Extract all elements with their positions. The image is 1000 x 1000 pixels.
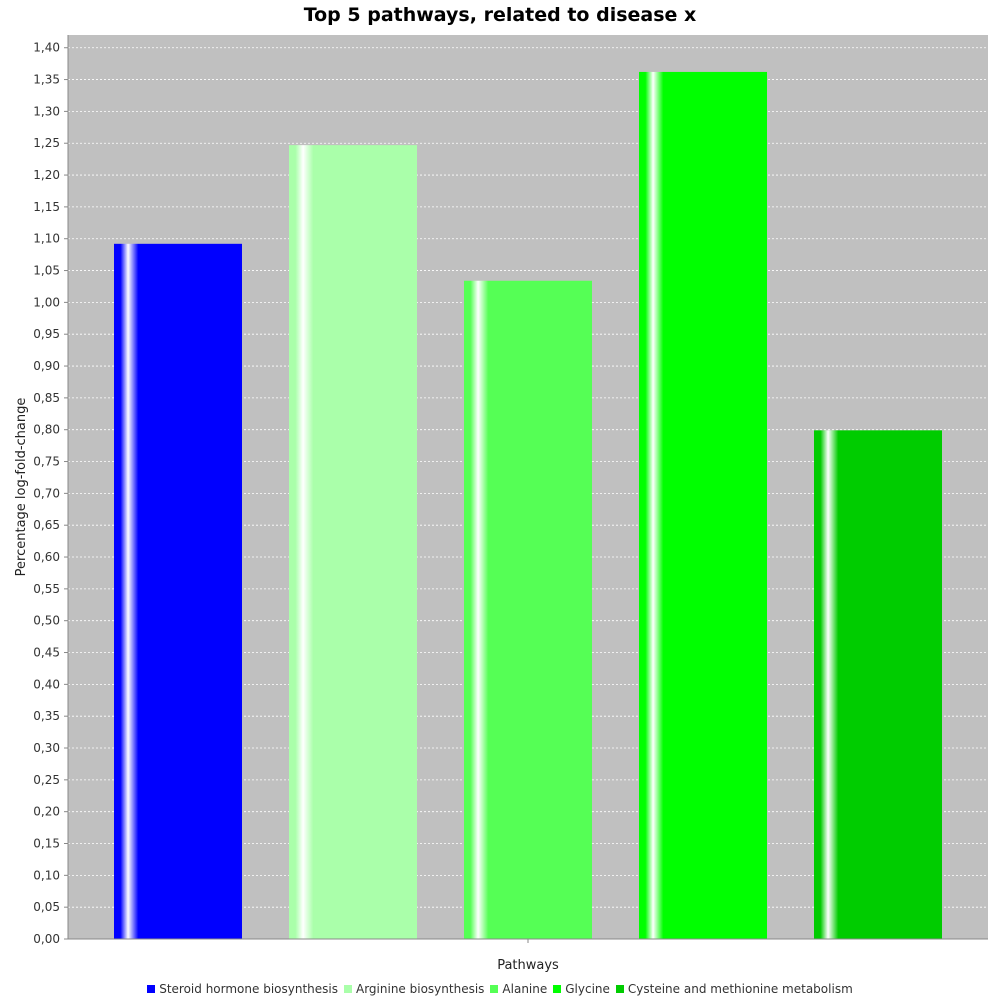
y-tick-label: 0,80: [33, 423, 60, 437]
y-axis: 0,00 0,05 0,10 0,15 0,20 0,25 0,30 0,35 0,40 0,45…: [33, 35, 69, 946]
y-tick-label: 0,10: [33, 868, 60, 882]
legend-label: Steroid hormone biosynthesis: [159, 982, 338, 996]
y-tick-label: 1,25: [33, 136, 60, 150]
y-tick-label: 1,10: [33, 232, 60, 246]
y-tick-label: 0,40: [33, 677, 60, 691]
y-tick-label: 0,35: [33, 709, 60, 723]
y-tick-label: 0,20: [33, 805, 60, 819]
y-tick-label: 1,00: [33, 295, 60, 309]
y-tick-label: 0,15: [33, 837, 60, 851]
legend-item: Cysteine and methionine metabolism: [615, 982, 853, 996]
legend-item: Alanine: [490, 982, 547, 996]
y-tick-label: 1,20: [33, 168, 60, 182]
y-tick-label: 0,50: [33, 614, 60, 628]
bar: [814, 430, 942, 939]
y-tick-label: 0,00: [33, 932, 60, 946]
legend-item: Arginine biosynthesis: [344, 982, 484, 996]
legend-item: Glycine: [553, 982, 610, 996]
legend-swatch: [147, 985, 156, 993]
y-tick-label: 1,05: [33, 264, 60, 278]
bar: [639, 71, 767, 939]
y-tick-label: 0,75: [33, 455, 60, 469]
legend-swatch: [615, 985, 624, 993]
y-tick-label: 0,90: [33, 359, 60, 373]
bar: [464, 280, 592, 939]
legend-item: Steroid hormone biosynthesis: [147, 982, 338, 996]
x-axis-title: Pathways: [497, 958, 559, 973]
y-tick-label: 1,30: [33, 104, 60, 118]
legend-label: Cysteine and methionine metabolism: [627, 982, 853, 996]
y-tick-label: 0,05: [33, 900, 60, 914]
y-axis-title: Percentage log-fold-change: [14, 398, 29, 577]
legend-swatch: [490, 985, 499, 993]
y-tick-label: 0,60: [33, 550, 60, 564]
legend: Steroid hormone biosynthesis Arginine bio…: [0, 980, 1000, 998]
y-tick-label: 0,95: [33, 327, 60, 341]
y-tick-label: 0,65: [33, 518, 60, 532]
y-tick-label: 1,35: [33, 73, 60, 87]
legend-label: Alanine: [502, 982, 548, 996]
bar: [114, 243, 242, 939]
y-tick-label: 0,25: [33, 773, 60, 787]
y-tick-label: 0,70: [33, 486, 60, 500]
legend-label: Arginine biosynthesis: [356, 982, 485, 996]
y-tick-label: 0,45: [33, 646, 60, 660]
legend-swatch: [344, 985, 352, 993]
y-tick-label: 0,85: [33, 391, 60, 405]
y-tick-label: 0,30: [33, 741, 60, 755]
chart-title: Top 5 pathways, related to disease x: [304, 4, 697, 26]
y-tick-label: 1,40: [33, 41, 60, 55]
y-tick-label: 0,55: [33, 582, 60, 596]
bar: [289, 145, 417, 940]
legend-label: Glycine: [565, 982, 610, 996]
y-tick-label: 1,15: [33, 200, 60, 214]
legend-swatch: [553, 985, 562, 993]
bars: [114, 71, 942, 940]
